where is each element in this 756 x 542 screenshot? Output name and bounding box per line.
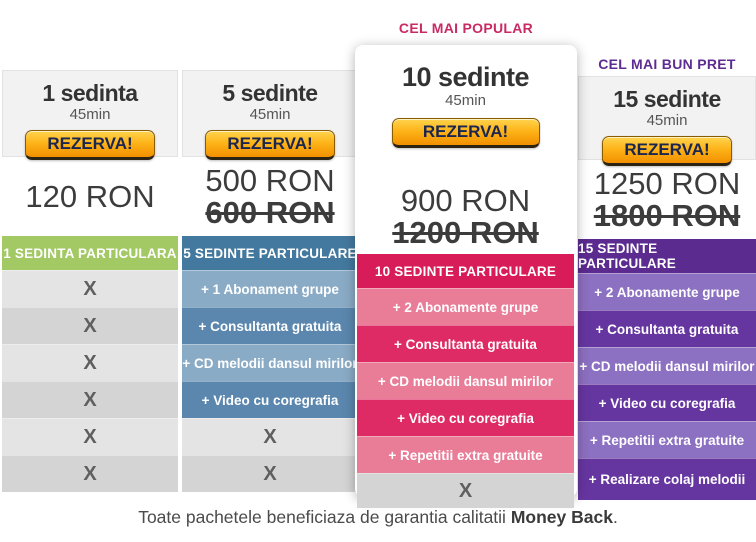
feature-cell: + 2 Abonamente grupe xyxy=(357,288,574,325)
x-mark-cell: X xyxy=(182,455,358,492)
x-mark-cell: X xyxy=(2,455,178,492)
feature-cell: + 2 Abonamente grupe xyxy=(578,273,756,310)
x-mark-cell: X xyxy=(2,381,178,418)
plan-column-10-sedinte: 10 sedinte 45min REZERVA! 900 RON 1200 R… xyxy=(355,45,577,508)
feature-cell: + Video cu coregrafia xyxy=(578,384,756,421)
feature-cell: + Consultanta gratuita xyxy=(357,325,574,362)
plan-header: 1 sedinta 45min REZERVA! xyxy=(2,70,178,161)
plan-price-block: 1250 RON 1800 RON xyxy=(578,160,756,239)
plan-price-block: 900 RON 1200 RON xyxy=(357,178,574,254)
plan-banner: 5 SEDINTE PARTICULARE xyxy=(182,236,358,270)
rezerva-button[interactable]: REZERVA! xyxy=(391,118,540,149)
price-current: 500 RON xyxy=(205,163,335,198)
plan-duration: 45min xyxy=(445,92,486,110)
plan-title: 1 sedinta xyxy=(42,80,138,106)
plan-banner: 15 SEDINTE PARTICULARE xyxy=(578,239,756,273)
feature-cell: + 1 Abonament grupe xyxy=(182,270,358,307)
feature-cell: + Video cu coregrafia xyxy=(357,399,574,436)
plan-title: 10 sedinte xyxy=(401,62,530,92)
plan-duration: 45min xyxy=(249,106,291,124)
feature-cell: + Consultanta gratuita xyxy=(182,307,358,344)
price-old: 600 RON xyxy=(205,195,335,230)
plan-title: 5 sedinte xyxy=(222,80,318,106)
feature-cell: + CD melodii dansul mirilor xyxy=(357,362,574,399)
price-old: 1200 RON xyxy=(392,214,539,250)
plan-price-block: 120 RON xyxy=(2,157,178,236)
note-period: . xyxy=(612,507,618,527)
rezerva-button[interactable]: REZERVA! xyxy=(25,130,155,161)
feature-cell: + Consultanta gratuita xyxy=(578,310,756,347)
x-mark-cell: X xyxy=(182,418,358,455)
rezerva-button[interactable]: REZERVA! xyxy=(602,136,732,167)
plan-header: 15 sedinte 45min REZERVA! xyxy=(578,76,756,167)
plan-price-block: 500 RON 600 RON xyxy=(182,157,358,236)
x-mark-cell: X xyxy=(2,344,178,381)
plan-title: 15 sedinte xyxy=(613,86,721,112)
price-current: 900 RON xyxy=(400,182,531,218)
ribbon-most-popular: CEL MAI POPULAR xyxy=(398,20,534,36)
plan-header: 10 sedinte 45min REZERVA! xyxy=(357,63,574,178)
feature-cell: + Repetitii extra gratuite xyxy=(578,421,756,458)
plan-banner: 1 SEDINTA PARTICULARA xyxy=(2,236,178,270)
feature-cell: + Video cu coregrafia xyxy=(182,381,358,418)
price-current: 1250 RON xyxy=(593,166,741,201)
x-mark-cell: X xyxy=(2,270,178,307)
feature-cell: + Realizare colaj melodii xyxy=(578,458,756,500)
feature-cell: + CD melodii dansul mirilor xyxy=(578,347,756,384)
plan-duration: 45min xyxy=(69,106,111,124)
x-mark-cell: X xyxy=(2,418,178,455)
rezerva-button[interactable]: REZERVA! xyxy=(205,130,335,161)
money-back-note: Toate pachetele beneficiaza de garantia … xyxy=(0,507,756,528)
plan-column-15-sedinte: 15 sedinte 45min REZERVA! 1250 RON 1800 … xyxy=(578,76,756,500)
plan-column-5-sedinte: 5 sedinte 45min REZERVA! 500 RON 600 RON… xyxy=(182,70,358,492)
plan-column-1-sedinta: 1 sedinta 45min REZERVA! 120 RON 1 SEDIN… xyxy=(2,70,178,492)
note-text: Toate pachetele beneficiaza de garantia … xyxy=(138,507,511,527)
x-mark-cell: X xyxy=(2,307,178,344)
feature-cell: + CD melodii dansul mirilor xyxy=(182,344,358,381)
price-current: 120 RON xyxy=(25,179,155,214)
ribbon-best-price: CEL MAI BUN PRET xyxy=(598,56,736,72)
note-highlight: Money Back xyxy=(510,507,613,527)
plan-duration: 45min xyxy=(646,112,688,130)
feature-cell: + Repetitii extra gratuite xyxy=(357,436,574,473)
price-old: 1800 RON xyxy=(593,198,741,233)
plan-header: 5 sedinte 45min REZERVA! xyxy=(182,70,358,161)
plan-banner: 10 SEDINTE PARTICULARE xyxy=(357,254,574,288)
x-mark-cell: X xyxy=(357,473,574,508)
